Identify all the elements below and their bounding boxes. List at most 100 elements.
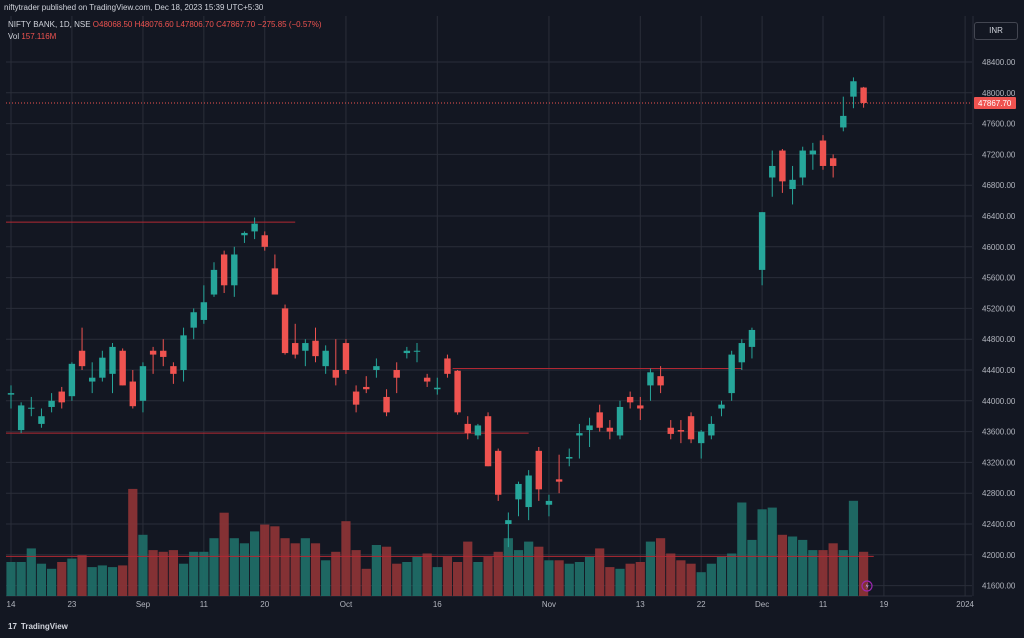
candle-body[interactable] [302, 343, 309, 351]
candle-body[interactable] [738, 343, 745, 363]
candle-body[interactable] [373, 366, 380, 370]
candle-body[interactable] [657, 376, 664, 386]
candle-body[interactable] [769, 165, 776, 178]
candle-body[interactable] [687, 416, 695, 440]
candle-body[interactable] [48, 400, 55, 407]
candle-body[interactable] [99, 357, 106, 378]
candle-body[interactable] [7, 393, 15, 395]
currency-button[interactable]: INR [974, 22, 1018, 40]
candle-body[interactable] [149, 350, 157, 355]
candle-body[interactable] [454, 370, 461, 413]
candle-body[interactable] [819, 140, 827, 166]
candle-body[interactable] [626, 396, 634, 403]
candle-body[interactable] [464, 423, 471, 434]
candle-body[interactable] [383, 396, 390, 413]
candle-body[interactable] [251, 223, 258, 232]
candle-body[interactable] [748, 329, 756, 347]
candle-body[interactable] [139, 366, 147, 401]
candle-body[interactable] [342, 343, 350, 370]
candle-body[interactable] [535, 450, 542, 490]
volume-bar [189, 551, 199, 596]
volume-bar [605, 567, 615, 596]
candle-body[interactable] [89, 377, 96, 382]
candle-body[interactable] [860, 87, 867, 103]
candle-body[interactable] [200, 302, 208, 320]
candle-body[interactable] [698, 431, 705, 444]
candle-body[interactable] [718, 404, 725, 409]
price-tick-label: 44000.00 [982, 397, 1016, 406]
candle-body[interactable] [261, 235, 268, 247]
candle-body[interactable] [403, 350, 411, 354]
candle-body[interactable] [393, 370, 400, 378]
candle-body[interactable] [779, 150, 786, 182]
candle-body[interactable] [190, 312, 197, 328]
lightning-icon[interactable] [861, 580, 873, 592]
last-price-label-bg [974, 96, 1016, 109]
candle-body[interactable] [109, 346, 116, 374]
price-tick-label: 47200.00 [982, 150, 1016, 159]
candle-body[interactable] [241, 232, 248, 236]
candle-body[interactable] [281, 308, 289, 354]
candle-body[interactable] [576, 433, 583, 436]
candle-body[interactable] [515, 483, 522, 500]
candle-body[interactable] [444, 358, 451, 374]
volume-label[interactable]: Vol [8, 32, 20, 41]
candle-body[interactable] [322, 350, 329, 367]
candle-body[interactable] [28, 407, 35, 409]
tradingview-logo[interactable]: 17 TradingView [8, 616, 72, 638]
candle-body[interactable] [332, 370, 339, 378]
candle-body[interactable] [596, 412, 603, 428]
candle-body[interactable] [231, 254, 238, 286]
candle-body[interactable] [170, 366, 177, 374]
candle-body[interactable] [708, 423, 715, 436]
candle-body[interactable] [210, 269, 218, 295]
candle-body[interactable] [606, 427, 614, 432]
candle-body[interactable] [160, 350, 167, 357]
candle-body[interactable] [292, 343, 299, 355]
candle-body[interactable] [363, 386, 370, 390]
candle-body[interactable] [799, 150, 806, 178]
candle-body[interactable] [58, 391, 65, 403]
candle-body[interactable] [850, 81, 857, 97]
publish-info-bar: niftytrader published on TradingView.com… [0, 0, 1024, 16]
candle-body[interactable] [555, 479, 563, 482]
candle-body[interactable] [312, 340, 319, 357]
candle-body[interactable] [352, 391, 360, 405]
candle-body[interactable] [758, 212, 766, 270]
candle-body[interactable] [434, 387, 441, 390]
candle-body[interactable] [68, 363, 76, 397]
volume-bar [656, 538, 666, 596]
candle-body[interactable] [586, 425, 593, 431]
volume-bar [392, 563, 402, 596]
candle-body[interactable] [677, 430, 685, 432]
candle-body[interactable] [474, 425, 482, 436]
candle-body[interactable] [637, 405, 644, 409]
candle-body[interactable] [78, 350, 86, 367]
candle-body[interactable] [119, 350, 126, 386]
candle-body[interactable] [38, 416, 45, 424]
candle-body[interactable] [220, 254, 228, 286]
candle-body[interactable] [495, 450, 502, 495]
symbol-label[interactable]: NIFTY BANK, 1D, NSE [8, 20, 91, 29]
candle-body[interactable] [829, 158, 837, 166]
candle-body[interactable] [423, 377, 431, 382]
candle-body[interactable] [840, 115, 847, 128]
candle-body[interactable] [413, 350, 421, 352]
candle-body[interactable] [129, 381, 136, 407]
candle-body[interactable] [505, 520, 512, 524]
candle-body[interactable] [180, 335, 187, 370]
candle-body[interactable] [667, 427, 674, 434]
candle-body[interactable] [789, 179, 796, 190]
volume-bar [706, 563, 716, 596]
candle-body[interactable] [809, 150, 817, 155]
candle-body[interactable] [647, 372, 654, 386]
candle-body[interactable] [728, 354, 735, 394]
candle-body[interactable] [17, 405, 25, 431]
candle-body[interactable] [484, 416, 492, 467]
candle-body[interactable] [271, 268, 279, 295]
candle-body[interactable] [616, 406, 624, 436]
candle-body[interactable] [545, 500, 553, 505]
candle-body[interactable] [566, 457, 573, 459]
candle-body[interactable] [525, 475, 532, 508]
